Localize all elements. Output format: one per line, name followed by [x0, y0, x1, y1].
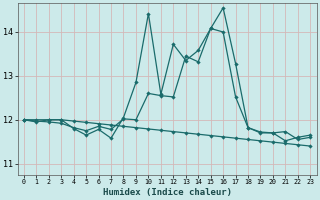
X-axis label: Humidex (Indice chaleur): Humidex (Indice chaleur): [103, 188, 232, 197]
